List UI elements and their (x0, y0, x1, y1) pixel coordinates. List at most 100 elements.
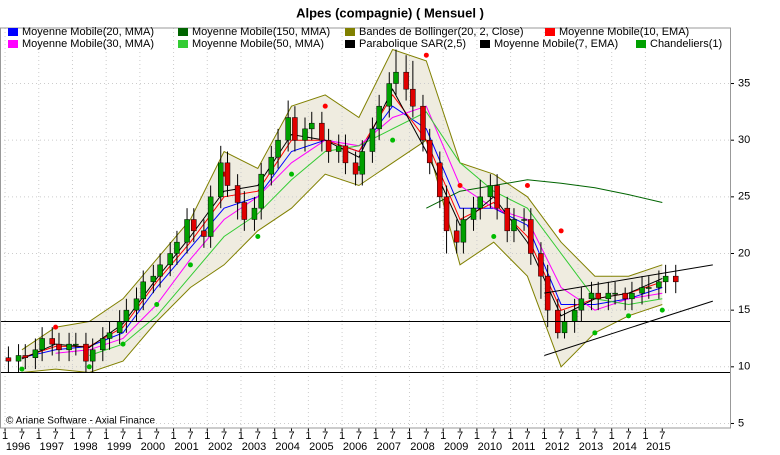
sar-dot (491, 233, 497, 239)
y-tick-label: 25 (738, 191, 750, 203)
candle-body (325, 139, 332, 152)
candle-body (106, 332, 113, 339)
sar-dot (558, 228, 564, 234)
y-tick-label: 35 (738, 77, 750, 89)
x-tick-label: 7 (288, 430, 294, 442)
y-tick-label: 10 (738, 361, 750, 373)
x-tick-label: 1 (440, 430, 446, 442)
candle-body (588, 292, 595, 300)
x-tick-label: 1 (474, 430, 480, 442)
x-tick-label: 7 (154, 430, 160, 442)
candle-body (275, 139, 281, 158)
candle-body (376, 105, 382, 130)
x-tick-label: 7 (19, 430, 25, 442)
candle-body (123, 309, 130, 322)
candle-body (453, 230, 460, 243)
candle-body (571, 309, 578, 322)
sar-dot (423, 52, 429, 58)
candle-body (487, 185, 494, 198)
year-label: 2000 (141, 441, 165, 453)
year-label: 1996 (6, 441, 30, 453)
candle-body (234, 185, 241, 203)
x-tick-label: 7 (491, 430, 497, 442)
candle-body (258, 173, 264, 209)
legend-label: Moyenne Mobile(30, MMA) (22, 38, 154, 50)
candle-body (319, 122, 325, 141)
sar-dot (659, 307, 665, 313)
candle-body (335, 145, 342, 152)
legend-swatch (8, 28, 18, 36)
x-tick-label: 1 (103, 430, 109, 442)
candle-body (73, 343, 79, 346)
x-tick-label: 1 (204, 430, 210, 442)
year-label: 1998 (73, 441, 97, 453)
legend-swatch (345, 40, 355, 48)
candle-body (150, 275, 157, 283)
candle-body (521, 219, 527, 221)
candle-body (207, 196, 214, 237)
y-tick-label: 20 (738, 247, 750, 259)
legend-label: Parabolique SAR(2,5) (359, 38, 466, 50)
year-label: 2012 (545, 441, 569, 453)
sar-dot (626, 313, 632, 319)
x-tick-label: 1 (137, 430, 143, 442)
sar-dot (53, 324, 59, 330)
year-label: 2004 (275, 441, 299, 453)
x-tick-label: 1 (406, 430, 412, 442)
candle-body (191, 219, 197, 232)
candle-body (116, 321, 123, 334)
x-tick-label: 1 (2, 430, 8, 442)
legend-swatch (636, 40, 646, 48)
candle-body (477, 196, 484, 209)
candle-body (308, 122, 315, 130)
legend-label: Moyenne Mobile(10, EMA) (559, 26, 689, 38)
candle-body (369, 128, 376, 152)
legend-swatch (345, 28, 355, 36)
x-tick-label: 1 (339, 430, 345, 442)
x-tick-label: 1 (508, 430, 514, 442)
x-tick-label: 7 (592, 430, 598, 442)
legend-swatch (480, 40, 490, 48)
candle-body (22, 355, 29, 358)
x-tick-label: 7 (457, 430, 463, 442)
trend-line (544, 264, 713, 294)
year-label: 2015 (646, 441, 670, 453)
year-label: 2011 (512, 441, 536, 453)
legend-label: Chandeliers(1) (650, 38, 722, 50)
y-tick-label: 15 (738, 304, 750, 316)
candle-body (352, 162, 359, 175)
candle-body (504, 207, 510, 232)
x-tick-label: 7 (322, 430, 328, 442)
legend-label: Moyenne Mobile(150, MMA) (192, 26, 330, 38)
x-tick-label: 7 (86, 430, 92, 442)
candle-body (622, 292, 628, 300)
year-label: 2003 (242, 441, 266, 453)
x-tick-label: 7 (53, 430, 59, 442)
candle-body (218, 162, 224, 198)
candle-body (292, 117, 298, 141)
candle-body (578, 298, 585, 311)
copyright: © Ariane Software - Axial Finance (6, 416, 156, 427)
year-label: 2013 (579, 441, 603, 453)
x-tick-label: 1 (69, 430, 75, 442)
chart-title: Alpes (compagnie) ( Mensuel ) (296, 5, 484, 20)
sar-dot (255, 233, 261, 239)
year-label: 2008 (410, 441, 434, 453)
candle-body (561, 321, 568, 334)
candle-body (184, 219, 190, 243)
candle-body (302, 128, 308, 141)
sar-dot (457, 183, 463, 189)
candle-body (15, 355, 22, 362)
candle-body (157, 264, 163, 277)
candle-body (201, 230, 207, 237)
legend-swatch (178, 40, 188, 48)
x-tick-label: 7 (423, 430, 429, 442)
sar-dot (592, 330, 598, 336)
legend-swatch (178, 28, 188, 36)
candle-body (241, 202, 248, 220)
candle-body (528, 219, 534, 254)
x-tick-label: 7 (356, 430, 362, 442)
candle-body (662, 275, 669, 283)
trend-line (544, 300, 713, 356)
candle-body (224, 162, 231, 186)
